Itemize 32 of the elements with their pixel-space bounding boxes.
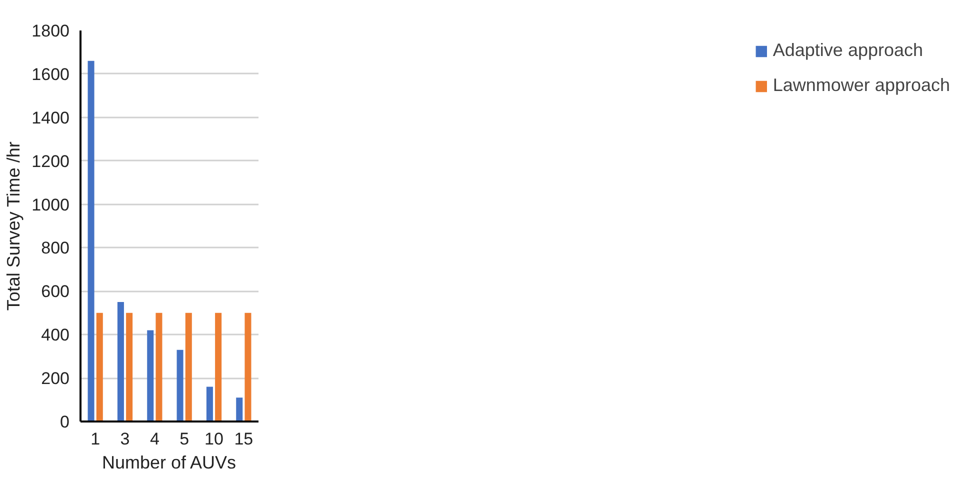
bar — [206, 386, 213, 422]
bar — [215, 312, 222, 422]
x-tick-label: 4 — [150, 430, 160, 448]
legend-label: Lawnmower approach — [772, 75, 950, 96]
bar — [117, 302, 124, 422]
bar — [156, 312, 162, 422]
y-tick-label: 800 — [41, 238, 70, 258]
y-tick-label: 1000 — [32, 195, 70, 214]
y-tick-label: 1400 — [32, 108, 70, 128]
x-tick-label: 3 — [120, 430, 130, 448]
y-tick-label: 0 — [60, 412, 70, 432]
bar — [126, 312, 133, 422]
x-tick-label: 10 — [204, 430, 224, 448]
y-tick-label: 1800 — [32, 22, 70, 40]
y-axis-title: Total Survey Time /hr — [4, 142, 24, 311]
y-tick-label: 1600 — [32, 64, 70, 84]
bar — [96, 312, 103, 422]
bar — [88, 60, 94, 422]
x-tick-label: 15 — [234, 430, 254, 448]
x-tick-label: 5 — [180, 430, 190, 448]
bar — [176, 350, 184, 422]
y-tick-label: 200 — [41, 369, 70, 388]
x-tick-label: 1 — [90, 430, 100, 448]
legend-label: Adaptive approach — [772, 40, 923, 61]
y-tick-label: 1200 — [32, 152, 70, 171]
bar — [244, 312, 252, 422]
x-axis-title: Number of AUVs — [102, 452, 236, 472]
bar — [185, 312, 192, 422]
bar — [147, 330, 154, 422]
bar — [236, 398, 243, 422]
y-tick-label: 400 — [41, 326, 70, 345]
y-tick-label: 600 — [41, 282, 70, 302]
